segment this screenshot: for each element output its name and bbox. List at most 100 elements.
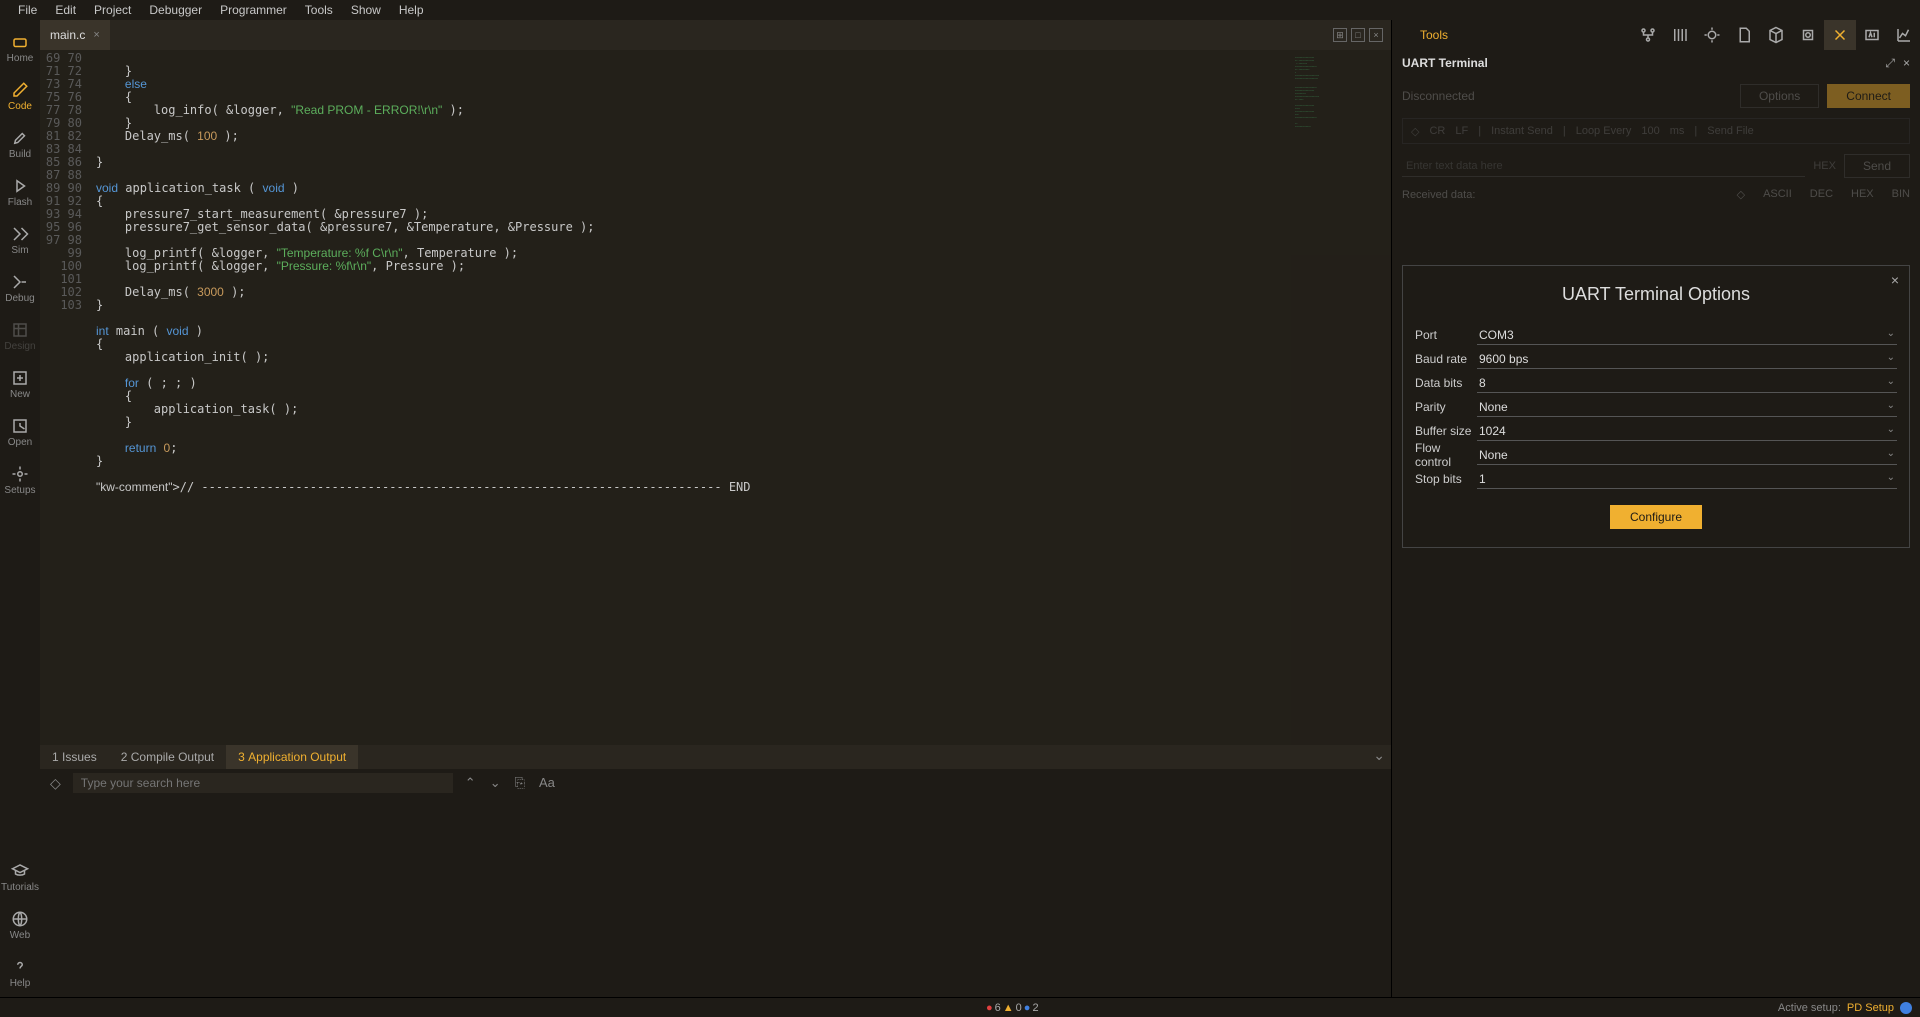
prev-result-icon[interactable]: ⌃ [465, 775, 476, 791]
left-sidebar: Home Code Build Flash Sim Debug Design N… [0, 20, 40, 997]
dialog-close-icon[interactable]: × [1891, 272, 1899, 288]
regex-icon[interactable]: ⎘ [515, 775, 525, 791]
line-gutter: 69 70 71 72 73 74 75 76 77 78 79 80 81 8… [40, 50, 90, 745]
fmt-dec[interactable]: DEC [1810, 188, 1833, 201]
sidebar-tutorials[interactable]: Tutorials [0, 853, 40, 901]
close-window-icon[interactable]: × [1369, 28, 1383, 42]
active-setup-label: Active setup: [1778, 1002, 1841, 1014]
sidebar-setups[interactable]: Setups [0, 456, 40, 504]
menu-edit[interactable]: Edit [47, 1, 84, 19]
output-search-input[interactable] [73, 773, 453, 793]
warning-count[interactable]: ▲0 [1003, 1002, 1022, 1014]
clear-icon[interactable]: ◇ [1411, 125, 1419, 138]
right-panel: Tools UART Terminal ⤢ × Disconne [1391, 20, 1920, 997]
code-editor[interactable]: 69 70 71 72 73 74 75 76 77 78 79 80 81 8… [40, 50, 1391, 745]
option-stop-bits[interactable]: Stop bits1⌄ [1415, 467, 1897, 491]
fmt-hex[interactable]: HEX [1851, 188, 1874, 201]
send-options-row: ◇ CR LF | Instant Send | Loop Every 100 … [1402, 118, 1910, 144]
menu-debugger[interactable]: Debugger [141, 1, 210, 19]
menu-help[interactable]: Help [391, 1, 432, 19]
option-port[interactable]: PortCOM3⌄ [1415, 323, 1897, 347]
next-result-icon[interactable]: ⌄ [490, 775, 501, 791]
fmt-ascii[interactable]: ASCII [1763, 188, 1792, 201]
sidebar-debug[interactable]: Debug [0, 264, 40, 312]
tab-compile-output[interactable]: 2 Compile Output [109, 745, 226, 769]
menu-programmer[interactable]: Programmer [212, 1, 295, 19]
sidebar-home[interactable]: Home [0, 24, 40, 72]
sidebar-build[interactable]: Build [0, 120, 40, 168]
sidebar-sim[interactable]: Sim [0, 216, 40, 264]
menu-bar: File Edit Project Debugger Programmer To… [0, 0, 1920, 20]
option-parity[interactable]: ParityNone⌄ [1415, 395, 1897, 419]
tool-nodes-icon[interactable] [1632, 20, 1664, 50]
tool-uart-icon[interactable] [1824, 20, 1856, 50]
application-output-area [40, 797, 1391, 997]
tool-file-icon[interactable] [1728, 20, 1760, 50]
active-setup-value[interactable]: PD Setup [1847, 1002, 1894, 1014]
minimap[interactable]: xxxxxxxxxxxxxxxx xx xxxxxxxxxxxxx x xxxx… [1291, 50, 1391, 745]
close-icon[interactable]: × [93, 29, 99, 41]
terminal-input[interactable]: Enter text data here [1402, 155, 1805, 177]
option-data-bits[interactable]: Data bits8⌄ [1415, 371, 1897, 395]
tool-bug-icon[interactable] [1696, 20, 1728, 50]
sidebar-open[interactable]: Open [0, 408, 40, 456]
file-tab-main-c[interactable]: main.c × [40, 20, 110, 50]
option-buffer-size[interactable]: Buffer size1024⌄ [1415, 419, 1897, 443]
hex-toggle[interactable]: HEX [1813, 160, 1836, 172]
chevron-down-icon: ⌄ [1887, 328, 1895, 342]
bottom-panel-tabs: 1 Issues 2 Compile Output 3 Application … [40, 745, 1391, 769]
menu-show[interactable]: Show [343, 1, 389, 19]
setup-info-icon[interactable] [1900, 1002, 1912, 1014]
status-bar: ●6 ▲0 ●2 Active setup: PD Setup [0, 997, 1920, 1017]
chevron-down-icon: ⌄ [1887, 424, 1895, 438]
tool-ai-icon[interactable] [1856, 20, 1888, 50]
tool-chip-icon[interactable] [1792, 20, 1824, 50]
eraser-icon[interactable]: ◇ [50, 775, 61, 792]
connection-status: Disconnected [1402, 89, 1732, 103]
tab-application-output[interactable]: 3 Application Output [226, 745, 358, 769]
tab-issues[interactable]: 1 Issues [40, 745, 109, 769]
menu-project[interactable]: Project [86, 1, 139, 19]
sidebar-design[interactable]: Design [0, 312, 40, 360]
maximize-icon[interactable]: □ [1351, 28, 1365, 42]
case-icon[interactable]: Aa [539, 775, 555, 791]
chevron-down-icon: ⌄ [1887, 448, 1895, 462]
option-baud-rate[interactable]: Baud rate9600 bps⌄ [1415, 347, 1897, 371]
clear-received-icon[interactable]: ◇ [1737, 188, 1745, 201]
uart-options-dialog: × UART Terminal Options PortCOM3⌄Baud ra… [1402, 265, 1910, 548]
configure-button[interactable]: Configure [1610, 505, 1702, 529]
send-button[interactable]: Send [1844, 154, 1910, 178]
chevron-down-icon: ⌄ [1887, 376, 1895, 390]
sidebar-code[interactable]: Code [0, 72, 40, 120]
chevron-down-icon: ⌄ [1887, 352, 1895, 366]
sidebar-new[interactable]: New [0, 360, 40, 408]
file-tab-label: main.c [50, 28, 85, 42]
tools-label[interactable]: Tools [1392, 28, 1476, 42]
tool-library-icon[interactable] [1664, 20, 1696, 50]
received-label: Received data: [1402, 189, 1475, 201]
split-icon[interactable]: ⊞ [1333, 28, 1347, 42]
dialog-title: UART Terminal Options [1415, 284, 1897, 305]
close-panel-icon[interactable]: × [1903, 56, 1910, 71]
uart-terminal-title: UART Terminal [1402, 56, 1488, 70]
sidebar-web[interactable]: Web [0, 901, 40, 949]
sidebar-flash[interactable]: Flash [0, 168, 40, 216]
menu-tools[interactable]: Tools [297, 1, 341, 19]
info-count[interactable]: ●2 [1024, 1002, 1039, 1014]
code-area[interactable]: } else { log_info( &logger, "Read PROM -… [90, 50, 1291, 745]
output-search-bar: ◇ ⌃ ⌄ ⎘ Aa [40, 769, 1391, 797]
error-count[interactable]: ●6 [986, 1002, 1001, 1014]
sidebar-help[interactable]: Help [0, 949, 40, 997]
chevron-down-icon[interactable]: ⌄ [1373, 747, 1385, 764]
tool-chart-icon[interactable] [1888, 20, 1920, 50]
chevron-down-icon: ⌄ [1887, 400, 1895, 414]
option-flow-control[interactable]: Flow controlNone⌄ [1415, 443, 1897, 467]
menu-file[interactable]: File [10, 1, 45, 19]
chevron-down-icon: ⌄ [1887, 472, 1895, 486]
connect-button[interactable]: Connect [1827, 84, 1910, 108]
editor-tab-bar: main.c × ⊞ □ × [40, 20, 1391, 50]
tool-cube-icon[interactable] [1760, 20, 1792, 50]
expand-icon[interactable]: ⤢ [1885, 56, 1895, 71]
options-button[interactable]: Options [1740, 84, 1819, 108]
fmt-bin[interactable]: BIN [1892, 188, 1910, 201]
